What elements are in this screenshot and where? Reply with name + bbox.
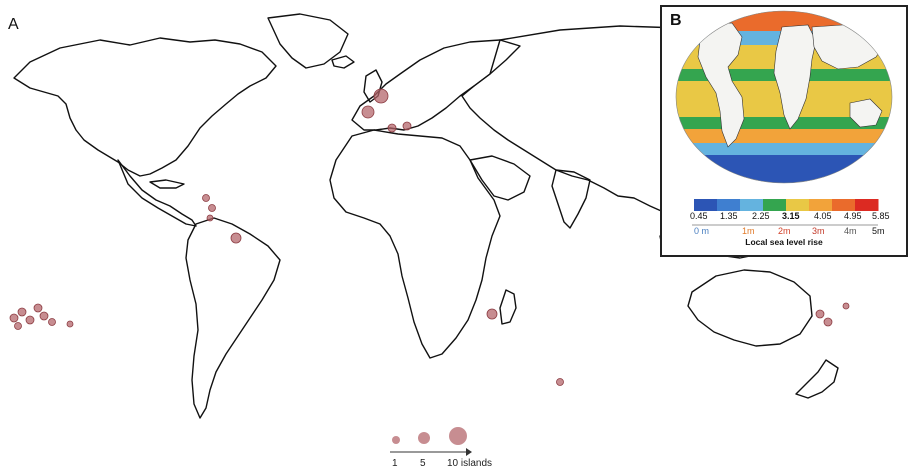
marker-caribbean-3 [206,214,214,222]
color-swatch [763,199,787,211]
island-markers [9,88,850,386]
inset-americas [697,22,745,148]
marker-fiji-3 [842,302,850,310]
scale-tick-5: 4.95 [844,211,862,221]
marker-fiji-2 [823,317,833,327]
legend-circle-5 [418,432,430,444]
size-legend [390,427,472,456]
panel-a-label: A [8,16,19,33]
marker-britain [373,88,389,104]
legend-label-10: 10 islands [447,458,493,469]
scale-tick-6: 5.85 [872,211,890,221]
north-america-outline [13,37,277,177]
scale-tick-2: 2.25 [752,211,770,221]
marker-polynesia-8 [14,322,22,330]
central-america-outline [117,159,197,227]
australia-outline [687,269,813,347]
marker-polynesia-4 [33,303,43,313]
scale-tick-1: 1.35 [720,211,738,221]
meter-tick-4: 4m [844,226,857,236]
color-swatch [694,199,718,211]
india-outline [551,169,591,229]
meter-tick-3: 3m [812,226,825,236]
legend-arrow-head [466,448,472,456]
scale-tick-4: 4.05 [814,211,832,221]
marker-polynesia-7 [66,320,74,328]
inset-australia [849,98,883,128]
iceland-outline [331,55,355,69]
meter-tick-0: 0 m [694,226,710,236]
legend-label-5: 5 [420,458,426,469]
legend-circle-10 [449,427,467,445]
scale-tick-3: 3.15 [782,211,800,221]
color-scale-bar [694,199,879,211]
europe-outline [351,39,521,131]
marker-polynesia-2 [17,307,27,317]
legend-label-1: 1 [392,458,398,469]
color-swatch [855,199,879,211]
color-swatch [809,199,833,211]
marker-mascarene [556,378,564,386]
meter-tick-1: 1m [742,226,755,236]
legend-circle-1 [392,436,400,444]
africa-outline [329,129,501,359]
meter-tick-5: 5m [872,226,885,236]
marker-mediterranean-2 [402,121,412,131]
madagascar-outline [499,289,517,325]
marker-polynesia-3 [25,315,35,325]
marker-polynesia-1 [9,313,19,323]
marker-caribbean-2 [208,204,216,212]
marker-fiji-1 [815,309,825,319]
color-swatch [740,199,764,211]
marker-mediterranean-1 [387,123,397,133]
marker-polynesia-6 [48,318,56,326]
marker-guiana [230,232,242,244]
cuba-outline [149,179,185,189]
south-america-outline [185,217,281,419]
marker-biscay [361,105,375,119]
panel-b-label: B [670,12,682,29]
marker-mozambique [486,308,498,320]
sea-level-inset: B 0.45 1.35 2.25 3.15 4.05 4.95 5.85 0 m… [660,5,908,257]
scale-tick-0: 0.45 [690,211,708,221]
meter-tick-2: 2m [778,226,791,236]
greenland-outline [267,13,349,69]
color-swatch [717,199,741,211]
sea-level-title: Local sea level rise [745,237,823,247]
arabia-outline [469,155,531,201]
color-swatch [832,199,856,211]
marker-polynesia-5 [39,311,49,321]
new-zealand-outline [795,359,839,399]
color-swatch [786,199,810,211]
marker-caribbean-1 [202,194,210,202]
